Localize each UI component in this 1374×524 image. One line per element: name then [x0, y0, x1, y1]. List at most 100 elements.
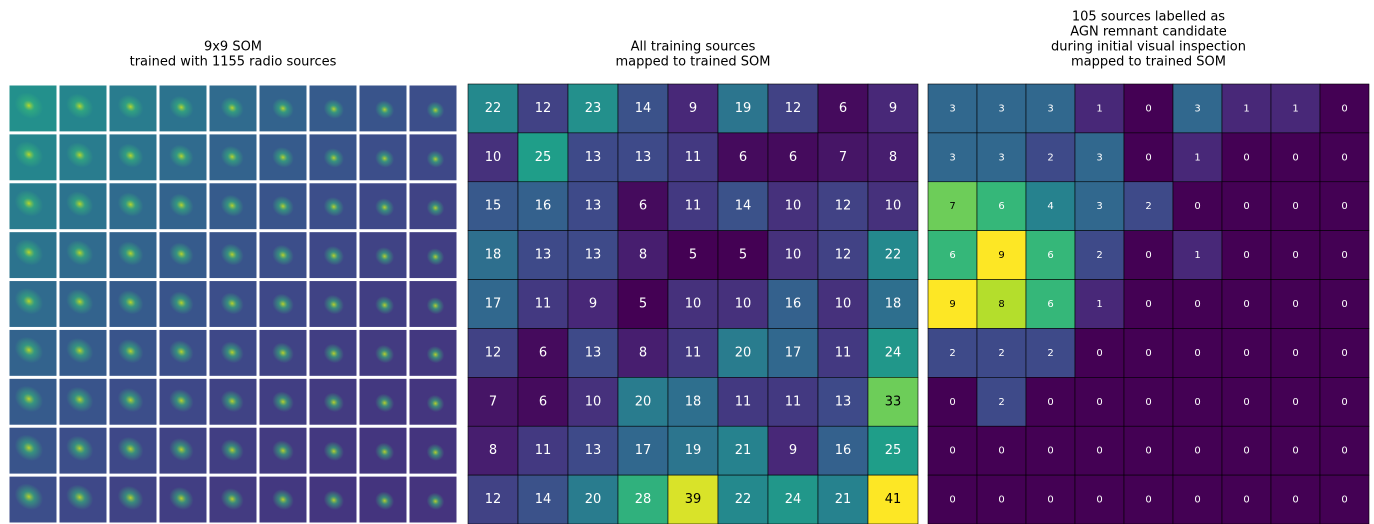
panel-title: All training sources [631, 40, 756, 55]
cell-label: 22 [885, 248, 902, 263]
cell-label: 3 [1047, 103, 1053, 114]
cell-label: 0 [1292, 348, 1298, 359]
cell-label: 0 [1243, 495, 1249, 506]
cell-label: 13 [635, 150, 652, 165]
cell-label: 9 [998, 250, 1004, 261]
cell-label: 0 [1243, 201, 1249, 212]
cell-label: 22 [735, 492, 752, 507]
cell-label: 7 [949, 201, 955, 212]
cell-label: 15 [485, 199, 502, 214]
cell-label: 39 [685, 492, 702, 507]
panel-title: mapped to trained SOM [1071, 55, 1226, 70]
cell-label: 2 [998, 348, 1004, 359]
cell-label: 1 [1194, 152, 1200, 163]
cell-label: 18 [485, 248, 502, 263]
cell-label: 1 [1096, 299, 1102, 310]
cell-label: 20 [735, 345, 752, 360]
cell-label: 0 [1145, 446, 1151, 457]
cell-label: 2 [1096, 250, 1102, 261]
cell-label: 17 [485, 297, 502, 312]
cell-label: 12 [785, 101, 802, 116]
cell-label: 20 [585, 492, 602, 507]
cell-label: 0 [1341, 299, 1347, 310]
cell-label: 3 [1096, 201, 1102, 212]
cell-label: 6 [789, 150, 797, 165]
cell-label: 0 [1047, 446, 1053, 457]
cell-label: 0 [1243, 152, 1249, 163]
cell-label: 16 [785, 297, 802, 312]
cell-label: 7 [489, 394, 497, 409]
panel-title: during initial visual inspection [1051, 40, 1246, 55]
cell-label: 3 [1194, 103, 1200, 114]
cell-label: 0 [998, 446, 1004, 457]
cell-label: 0 [1145, 299, 1151, 310]
cell-label: 6 [739, 150, 747, 165]
cell-label: 1 [1096, 103, 1102, 114]
panel-title: 9x9 SOM [204, 40, 262, 55]
cell-label: 3 [949, 152, 955, 163]
cell-label: 0 [998, 495, 1004, 506]
cell-label: 0 [1096, 495, 1102, 506]
cell-label: 2 [1047, 348, 1053, 359]
cell-label: 0 [1341, 446, 1347, 457]
cell-label: 13 [585, 199, 602, 214]
cell-label: 17 [635, 443, 652, 458]
cell-label: 0 [949, 495, 955, 506]
cell-label: 0 [1194, 201, 1200, 212]
cell-label: 22 [485, 101, 502, 116]
cell-label: 0 [1096, 397, 1102, 408]
cell-label: 28 [635, 492, 652, 507]
cell-label: 5 [689, 248, 697, 263]
cell-label: 33 [885, 394, 902, 409]
cell-label: 5 [639, 297, 647, 312]
cell-label: 8 [639, 248, 647, 263]
cell-label: 7 [839, 150, 847, 165]
cell-label: 0 [1292, 250, 1298, 261]
cell-label: 3 [998, 152, 1004, 163]
cell-label: 10 [685, 297, 702, 312]
cell-label: 18 [685, 394, 702, 409]
cell-label: 0 [1292, 299, 1298, 310]
cell-label: 3 [998, 103, 1004, 114]
cell-label: 0 [949, 397, 955, 408]
cell-label: 0 [1096, 446, 1102, 457]
cell-label: 0 [1096, 348, 1102, 359]
cell-label: 11 [535, 443, 552, 458]
cell-label: 2 [1145, 201, 1151, 212]
cell-label: 41 [885, 492, 902, 507]
cell-label: 14 [635, 101, 652, 116]
cell-label: 0 [1243, 397, 1249, 408]
cell-label: 24 [885, 345, 902, 360]
cell-label: 12 [835, 248, 852, 263]
cell-label: 25 [885, 443, 902, 458]
cell-label: 16 [835, 443, 852, 458]
cell-label: 17 [785, 345, 802, 360]
cell-label: 0 [1341, 348, 1347, 359]
cell-label: 10 [785, 199, 802, 214]
cell-label: 10 [785, 248, 802, 263]
panel-title: 105 sources labelled as [1072, 10, 1225, 25]
cell-label: 10 [885, 199, 902, 214]
cell-label: 6 [639, 199, 647, 214]
cell-label: 12 [535, 101, 552, 116]
cell-label: 0 [1292, 495, 1298, 506]
cell-label: 0 [1194, 446, 1200, 457]
cell-label: 11 [685, 150, 702, 165]
panel-title: mapped to trained SOM [615, 55, 770, 70]
figure: 9x9 SOMtrained with 1155 radio sourcesAl… [0, 0, 1374, 524]
cell-label: 13 [585, 443, 602, 458]
cell-label: 19 [735, 101, 752, 116]
cell-label: 9 [589, 297, 597, 312]
cell-label: 16 [535, 199, 552, 214]
cell-label: 0 [1292, 446, 1298, 457]
cell-label: 0 [1292, 397, 1298, 408]
cell-label: 0 [1341, 201, 1347, 212]
cell-label: 11 [785, 394, 802, 409]
cell-label: 21 [835, 492, 852, 507]
cell-label: 10 [735, 297, 752, 312]
cell-label: 9 [889, 101, 897, 116]
cell-label: 11 [685, 199, 702, 214]
cell-label: 3 [1096, 152, 1102, 163]
cell-label: 13 [535, 248, 552, 263]
cell-label: 0 [1145, 103, 1151, 114]
